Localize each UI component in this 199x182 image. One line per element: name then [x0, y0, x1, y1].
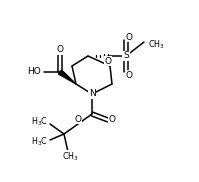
Text: CH$_3$: CH$_3$	[148, 39, 165, 51]
Text: HO: HO	[27, 68, 41, 76]
Text: S: S	[123, 52, 129, 60]
Text: O: O	[104, 56, 111, 66]
Text: H$_3$C: H$_3$C	[31, 116, 48, 128]
Polygon shape	[59, 70, 76, 84]
Text: O: O	[126, 33, 133, 41]
Text: O: O	[108, 116, 115, 124]
Text: O: O	[57, 46, 63, 54]
Text: O: O	[126, 70, 133, 80]
Text: H$_3$C: H$_3$C	[31, 136, 48, 148]
Text: CH$_3$: CH$_3$	[61, 151, 78, 163]
Text: N: N	[89, 90, 95, 98]
Text: O: O	[74, 114, 82, 124]
